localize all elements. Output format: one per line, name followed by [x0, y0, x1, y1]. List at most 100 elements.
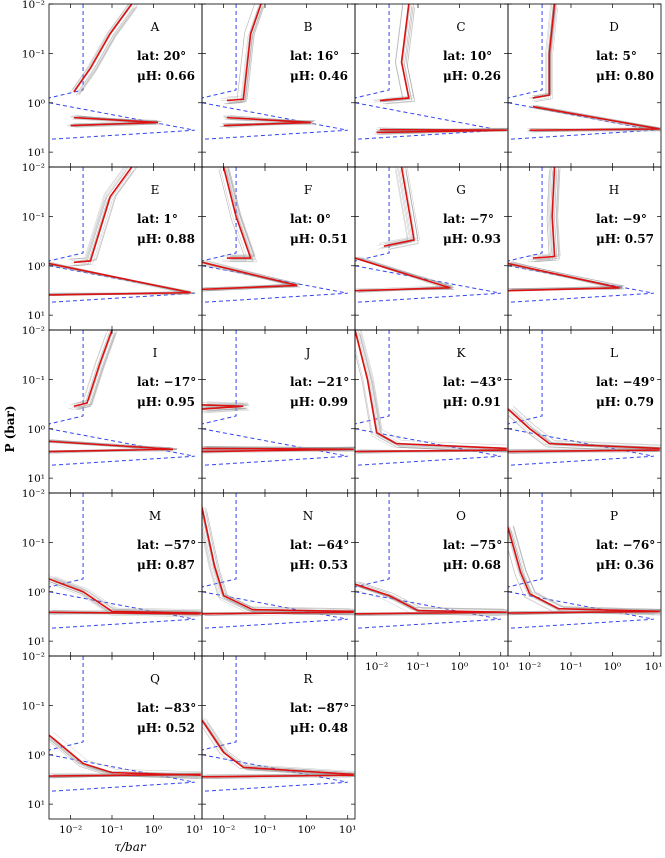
ensemble-profile — [218, 168, 247, 261]
panel-mu: μH: 0.68 — [443, 558, 501, 572]
ensemble-profile — [508, 415, 657, 452]
ensemble-profile — [76, 330, 114, 404]
prior-curve — [508, 167, 654, 303]
ensemble-profile — [527, 170, 550, 263]
x-tick-label: 10¹ — [186, 824, 204, 836]
panel-plot-area — [49, 4, 195, 140]
panel-mu: μH: 0.36 — [596, 558, 654, 572]
ensemble-profile — [531, 4, 554, 97]
panel-mu: μH: 0.99 — [290, 395, 348, 409]
ensemble-profile — [355, 613, 508, 616]
prior-curve — [202, 167, 348, 303]
ensemble-profile — [77, 7, 136, 96]
ensemble-profile — [530, 170, 553, 262]
prior-curve — [508, 493, 654, 629]
panel-letter: F — [304, 183, 312, 197]
panel-frame — [354, 166, 509, 331]
ensemble-profile — [380, 4, 410, 102]
panel-latitude: lat: 10° — [443, 49, 492, 63]
prior-curve — [202, 330, 348, 466]
ensemble-profile — [360, 330, 508, 446]
panel-letter: N — [303, 509, 314, 523]
ensemble-profile — [75, 4, 134, 92]
panel-letter: I — [153, 346, 158, 360]
panel-latitude: lat: 0° — [290, 212, 331, 226]
y-tick-label: 10⁻² — [22, 488, 45, 500]
prior-curve — [355, 167, 501, 303]
best-fit-upper — [73, 330, 113, 408]
ensemble-profile — [203, 717, 355, 772]
ensemble-profile — [68, 167, 125, 260]
ensemble-profile — [529, 167, 552, 256]
best-fit-lower — [508, 449, 660, 453]
ensemble-profile — [229, 5, 264, 103]
panel-frame — [507, 329, 662, 494]
panel-mu: μH: 0.52 — [137, 721, 195, 735]
best-fit-upper — [49, 734, 201, 777]
ensemble-profile — [71, 4, 130, 93]
ensemble-profile — [355, 350, 503, 452]
ensemble-profile — [70, 330, 109, 405]
panel-frame — [48, 166, 203, 331]
y-tick-label: 10⁻² — [22, 325, 45, 337]
panel-letter: O — [456, 509, 466, 523]
panel-frame — [354, 329, 509, 494]
best-fit-upper — [508, 527, 660, 613]
panel-letter: C — [456, 20, 465, 34]
panel-plot-area — [508, 167, 654, 303]
ensemble-profile — [72, 4, 130, 91]
best-fit-lower — [202, 611, 354, 615]
ensemble-profile — [202, 511, 354, 614]
ensemble-profile — [78, 6, 138, 95]
ensemble-profile — [49, 264, 190, 296]
x-tick-label: 10⁻² — [365, 661, 388, 673]
panel-frame — [48, 492, 203, 657]
y-tick-label: 10⁰ — [27, 587, 45, 599]
ensemble-profile — [49, 576, 201, 612]
y-tick-label: 10⁻¹ — [22, 48, 45, 60]
ensemble-profile — [202, 532, 349, 613]
ensemble-profile — [355, 581, 504, 610]
ensemble-profile — [202, 520, 351, 609]
panel-plot-area — [508, 330, 661, 466]
ensemble-profile — [49, 738, 198, 777]
panel-mu: μH: 0.80 — [596, 69, 654, 83]
best-fit-upper — [73, 4, 133, 93]
ensemble-profile — [528, 167, 551, 257]
ensemble-profile — [78, 330, 117, 408]
x-tick-label: 10⁻² — [212, 824, 235, 836]
y-axis-label: P (bar) — [3, 405, 17, 452]
panel-frame — [354, 492, 509, 657]
panel-frame — [201, 166, 356, 331]
panel-mu: μH: 0.26 — [443, 69, 501, 83]
x-tick-label: 10⁻² — [59, 824, 82, 836]
panel-mu: μH: 0.87 — [137, 558, 195, 572]
panel-plot-area — [355, 493, 508, 629]
panel-frame — [507, 492, 662, 657]
best-fit-lower — [49, 440, 174, 453]
panel-mu: μH: 0.53 — [290, 558, 348, 572]
ensemble-profile — [380, 4, 410, 101]
ensemble-profile — [385, 7, 416, 105]
panel-latitude: lat: 5° — [596, 49, 637, 63]
ensemble-profile — [537, 167, 560, 257]
ensemble-profile — [384, 167, 416, 244]
panel-letter: L — [610, 346, 618, 360]
ensemble-profile — [380, 5, 410, 103]
x-tick-label: 10¹ — [645, 661, 663, 673]
panel-plot-area — [355, 330, 508, 466]
panel-frame — [507, 3, 662, 168]
panel-letter: B — [304, 20, 313, 34]
panel-latitude: lat: −57° — [137, 538, 196, 552]
ensemble-profile — [221, 4, 255, 99]
ensemble-profile — [53, 577, 202, 613]
x-tick-label: 10⁰ — [604, 661, 622, 673]
ensemble-profile — [68, 332, 107, 410]
ensemble-profile — [224, 7, 259, 104]
panel-letter: H — [609, 183, 619, 197]
